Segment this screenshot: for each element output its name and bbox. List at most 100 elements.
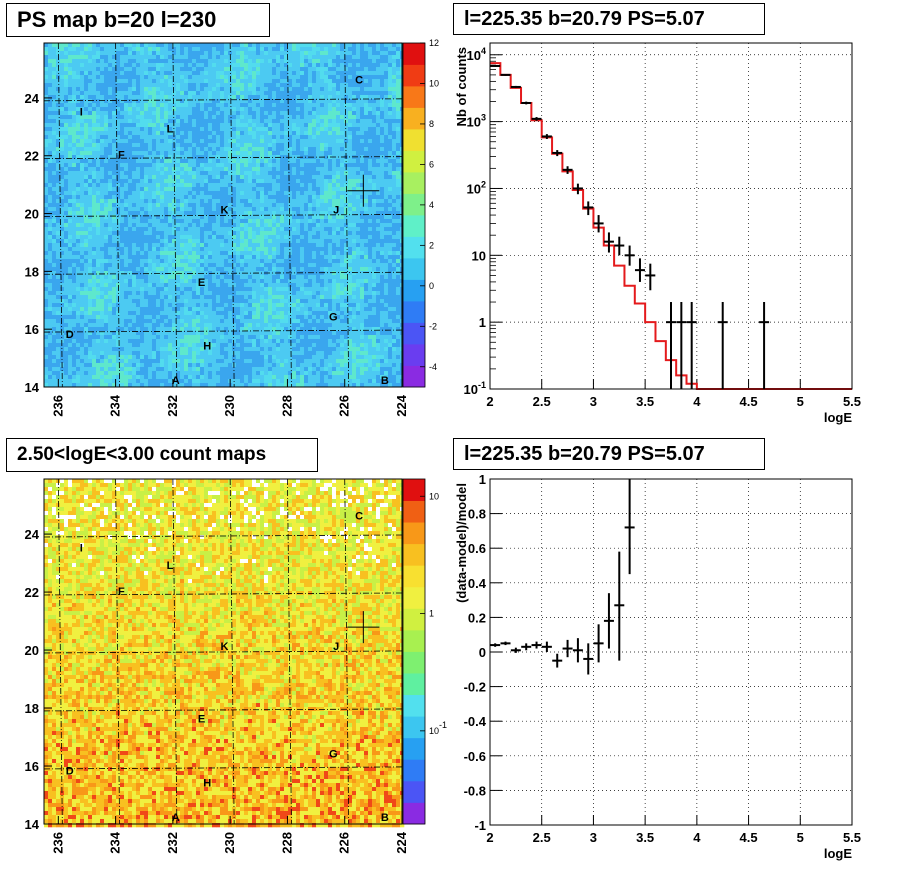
ps-colorbar-swatch	[403, 344, 425, 366]
graticule-line-b	[43, 156, 403, 160]
x-tick-label: 5	[797, 394, 804, 409]
graticule-line-l	[287, 42, 292, 388]
y-tick-label: 0	[479, 645, 486, 660]
residual-title: l=225.35 b=20.79 PS=5.07	[453, 438, 765, 470]
ps-colorbar-swatch	[403, 129, 425, 151]
count-colorbar-tick-label: 1	[429, 609, 434, 619]
ps-colorbar-tick-label: 0	[429, 281, 434, 291]
ps-colorbar-swatch	[403, 43, 425, 65]
graticule-line-l	[287, 478, 292, 825]
spectrum-title: l=225.35 b=20.79 PS=5.07	[453, 3, 765, 35]
ps-colorbar-tick-label: 8	[429, 119, 434, 129]
ps-colorbar-swatch	[403, 236, 425, 259]
source-label-a: A	[172, 812, 180, 824]
x-tick-label: 232	[165, 395, 180, 417]
ps-colorbar-tick-label: -4	[429, 362, 437, 372]
count-colorbar-swatch	[403, 586, 425, 609]
ps-colorbar-swatch	[403, 150, 425, 173]
source-label-k: K	[220, 205, 228, 217]
x-tick-label: 234	[108, 394, 123, 416]
y-tick-label: 1	[479, 315, 486, 330]
ps-colorbar-swatch	[403, 215, 425, 237]
graticule-line-l	[229, 42, 235, 388]
x-tick-label: 232	[165, 832, 180, 854]
count-colorbar-swatch	[403, 716, 425, 739]
source-label-i: I	[80, 106, 83, 118]
y-tick-label: 16	[25, 759, 39, 774]
graticule-line-l	[344, 42, 350, 388]
spectrum-x-label: logE	[824, 410, 852, 425]
source-label-l: L	[167, 560, 174, 572]
x-tick-label: 224	[394, 394, 409, 416]
spectrum-y-label: Nb of counts	[454, 47, 469, 126]
source-label-h: H	[203, 777, 211, 789]
source-label-i: I	[80, 542, 83, 554]
ps-colorbar-swatch	[403, 107, 425, 130]
source-label-d: D	[66, 766, 74, 778]
y-tick-label: 24	[25, 91, 40, 106]
y-tick-label: -0.6	[464, 749, 486, 764]
y-tick-label: 22	[25, 149, 39, 164]
y-tick-label: 18	[25, 701, 39, 716]
ps-map-frame	[43, 42, 403, 388]
graticule-line-l	[115, 42, 120, 388]
source-label-j: J	[333, 205, 339, 217]
y-tick-label: 14	[25, 380, 40, 395]
count-map-group	[43, 478, 405, 828]
source-label-c: C	[355, 74, 363, 86]
residual-frame	[489, 478, 853, 826]
count-colorbar-swatch	[403, 629, 425, 652]
graticule-line-b	[43, 534, 403, 538]
x-tick-label: 4.5	[740, 394, 758, 409]
count-colorbar-swatch	[403, 565, 425, 588]
ps-colorbar-swatch	[403, 64, 425, 87]
ps-colorbar-swatch	[403, 365, 425, 388]
count-colorbar-swatch	[403, 802, 425, 825]
count-colorbar-swatch	[403, 780, 425, 803]
count-map-title: 2.50<logE<3.00 count maps	[6, 438, 318, 472]
count-map-frame	[43, 478, 403, 825]
source-label-f: F	[118, 586, 125, 598]
y-tick-label: -0.8	[464, 783, 486, 798]
y-tick-label: 1	[479, 472, 486, 487]
count-colorbar-swatch	[403, 543, 425, 566]
count-colorbar-swatch	[403, 759, 425, 782]
count-colorbar-swatch	[403, 500, 425, 523]
count-colorbar-tick-label: 10	[429, 491, 439, 501]
x-tick-label: 226	[337, 395, 352, 417]
count-colorbar-swatch	[403, 694, 425, 717]
x-tick-label: 3	[590, 830, 597, 845]
source-label-b: B	[381, 812, 389, 824]
source-label-a: A	[172, 375, 180, 387]
count-colorbar-swatch	[403, 522, 425, 545]
x-tick-label: 236	[50, 395, 65, 417]
y-tick-label: 24	[25, 527, 40, 542]
x-tick-label: 4.5	[740, 830, 758, 845]
y-tick-label: 0.4	[468, 576, 487, 591]
graticule-line-b	[43, 214, 403, 217]
source-label-d: D	[66, 329, 74, 341]
ps-colorbar-tick-label: -2	[429, 321, 437, 331]
x-tick-label: 224	[394, 831, 409, 853]
y-tick-label: 20	[25, 643, 39, 658]
x-tick-label: 236	[50, 832, 65, 854]
graticule-line-b	[43, 766, 403, 770]
x-tick-label: 3	[590, 394, 597, 409]
source-label-e: E	[198, 714, 205, 726]
x-tick-label: 226	[337, 832, 352, 854]
x-tick-label: 230	[222, 395, 237, 417]
graticule-line-l	[344, 478, 350, 825]
x-tick-label: 5.5	[843, 830, 861, 845]
ps-colorbar-swatch	[403, 86, 425, 108]
y-tick-label: 10	[472, 248, 486, 263]
x-tick-label: 228	[279, 395, 294, 417]
y-tick-label: 16	[25, 322, 39, 337]
ps-map-title: PS map b=20 l=230	[6, 3, 270, 37]
ps-colorbar-swatch	[403, 193, 425, 216]
count-colorbar-swatch	[403, 479, 425, 501]
ps-colorbar-frame	[402, 42, 426, 388]
ps-colorbar-swatch	[403, 322, 425, 345]
ps-colorbar-swatch	[403, 258, 425, 280]
x-tick-label: 2	[486, 394, 493, 409]
y-tick-label: 104	[467, 46, 486, 63]
